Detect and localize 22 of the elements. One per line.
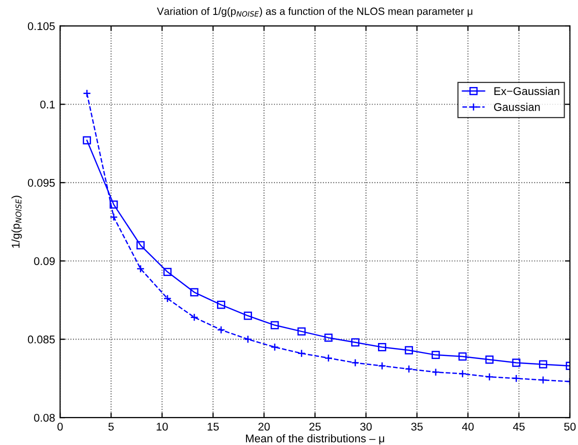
y-tick-label: 0.095 [28, 178, 55, 187]
x-tick-label: 0 [57, 422, 63, 431]
y-tick-label: 0.08 [34, 414, 55, 422]
y-tick-label: 0.105 [28, 22, 55, 30]
x-tick-label: 35 [411, 422, 423, 431]
x-tick-label: 50 [564, 422, 576, 431]
chart-title: Variation of 1/g(p$_{NOISE}$) as a function of the NLOS mean parameter μ [156, 7, 472, 17]
x-tick-label: 20 [258, 422, 270, 431]
y-axis-title: 1/g(p$_{NOISE}$) [11, 196, 22, 248]
x-tick-label: 40 [462, 422, 474, 431]
legend-label: Gaussian [494, 102, 540, 111]
x-tick-label: 45 [513, 422, 525, 431]
x-tick-label: 30 [360, 422, 372, 431]
x-axis-title: Mean of the distributions – μ [246, 434, 384, 444]
x-tick-label: 5 [108, 422, 114, 431]
x-tick-label: 10 [156, 422, 168, 431]
x-tick-label: 25 [309, 422, 321, 431]
legend-label: Ex−Gaussian [494, 86, 560, 96]
x-tick-label: 15 [208, 422, 219, 431]
y-tick-label: 0.09 [34, 257, 55, 266]
y-tick-label: 0.1 [40, 100, 55, 108]
y-tick-label: 0.085 [28, 336, 55, 344]
